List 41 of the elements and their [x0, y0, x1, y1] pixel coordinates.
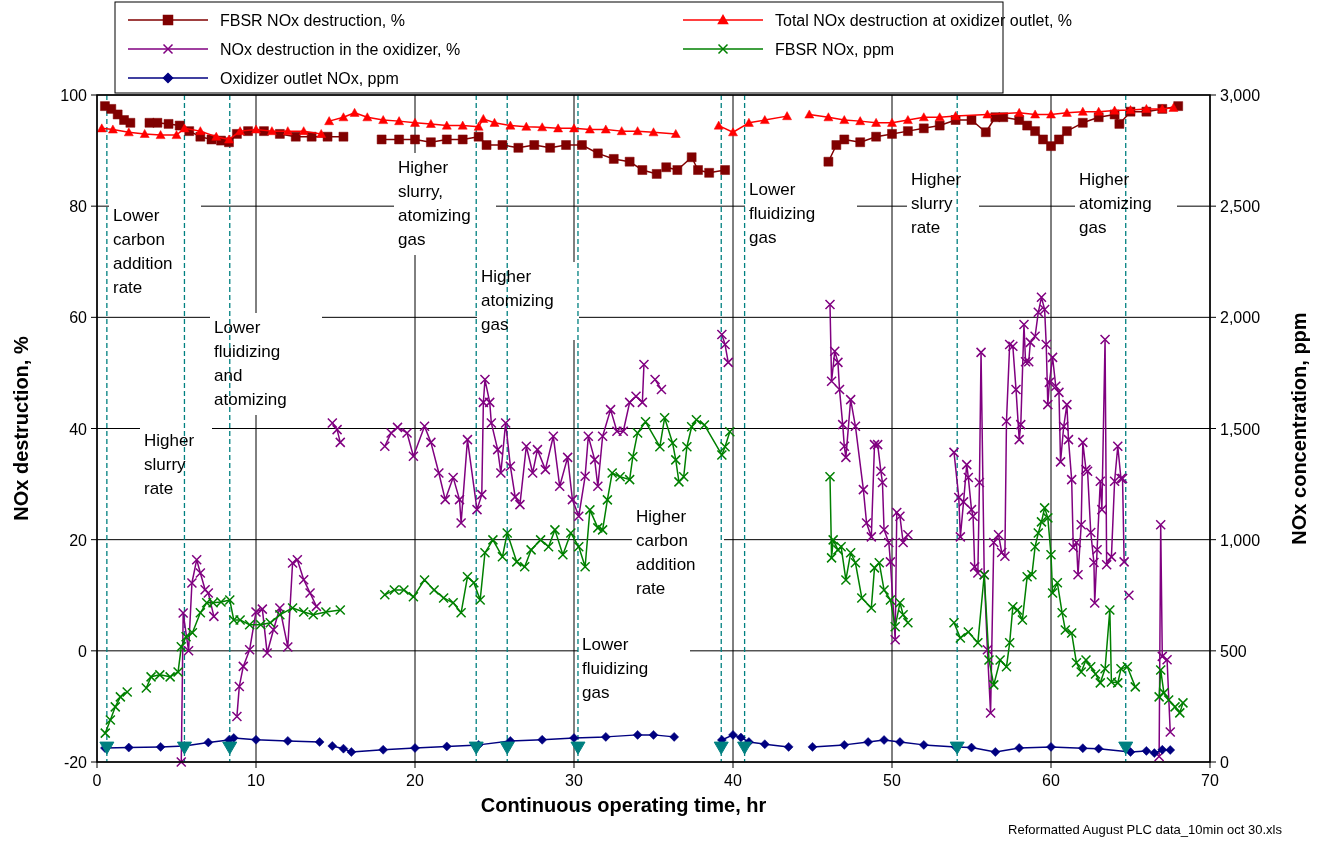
y-tick-label: 20	[69, 531, 88, 549]
y2-tick-label: 1,500	[1220, 420, 1261, 438]
y-tick-label: -20	[63, 754, 88, 771]
annotation: Higher slurry, atomizing gas	[398, 158, 471, 249]
legend-label: NOx destruction in the oxidizer, %	[220, 41, 461, 58]
y2-tick-label: 2,500	[1220, 198, 1261, 216]
legend-label: FBSR NOx destruction, %	[220, 12, 405, 29]
y-tick-label: 40	[69, 420, 88, 438]
x-tick-label: 60	[1042, 772, 1060, 789]
y2-tick-label: 0	[1220, 754, 1229, 771]
x-tick-label: 70	[1201, 772, 1219, 789]
text: Reformatted August PLC data_10min oct 30.xls	[1008, 822, 1283, 837]
y2-tick-label: 3,000	[1220, 87, 1261, 104]
y-tick-label: 0	[78, 642, 88, 660]
y-tick-label: 80	[69, 198, 88, 216]
y-tick-label: 100	[60, 87, 88, 104]
annotation: Lower carbon addition rate	[113, 206, 173, 297]
annotation: Higher slurry rate	[911, 170, 962, 237]
legend-label: Oxidizer outlet NOx, ppm	[220, 70, 399, 87]
x-tick-label: 30	[565, 772, 583, 789]
y-axis-title: NOx destruction, %	[10, 336, 32, 521]
y2-tick-label: 500	[1220, 642, 1247, 660]
annotation: Higher atomizing gas	[481, 267, 554, 334]
annotation: Lower fluidizing and atomizing	[214, 318, 287, 409]
y2-tick-label: 2,000	[1220, 309, 1261, 327]
annotation: Higher slurry rate	[144, 431, 195, 498]
x-tick-label: 20	[406, 772, 424, 789]
y-tick-label: 60	[69, 309, 88, 327]
x-tick-label: 0	[92, 772, 102, 789]
x-tick-label: 10	[247, 772, 265, 789]
legend-label: Total NOx destruction at oxidizer outlet, %	[775, 12, 1073, 29]
y2-tick-label: 1,000	[1220, 531, 1261, 549]
x-axis-title: Continuous operating time, hr	[480, 794, 767, 816]
annotation: Lower fluidizing gas	[749, 180, 816, 247]
x-tick-label: 40	[724, 772, 742, 789]
y2-axis-title: NOx concentration, ppm	[1288, 312, 1310, 545]
x-tick-label: 50	[883, 772, 901, 789]
annotation: Higher atomizing gas	[1079, 170, 1152, 237]
legend-label: FBSR NOx, ppm	[775, 41, 895, 58]
annotation: Higher carbon addition rate	[636, 507, 696, 598]
annotation: Lower fluidizing gas	[582, 635, 649, 702]
